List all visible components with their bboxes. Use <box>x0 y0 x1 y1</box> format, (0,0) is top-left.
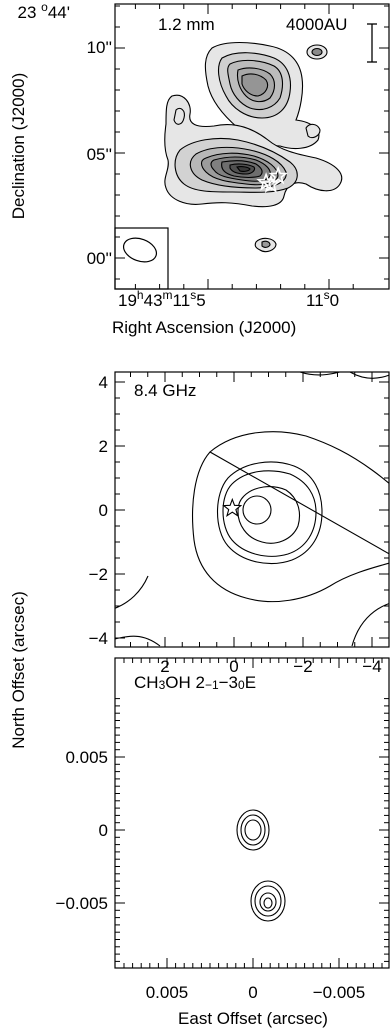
top-frame <box>114 3 390 290</box>
south-blob-inner <box>261 240 271 248</box>
bottom-ytick-labels: 0.005 0 −0.005 <box>56 748 108 913</box>
bottom-contours <box>236 809 286 922</box>
panel-top: 1.2 mm 4000AU 23 o44' 10'' 05'' 00'' 19h… <box>9 0 390 337</box>
south-clump-core <box>236 166 251 172</box>
bottom-ticks <box>115 658 389 968</box>
mid-contour-outer <box>192 431 389 603</box>
mid-contour-lowerleft <box>115 575 161 647</box>
mid-ytick-1: 2 <box>99 437 108 456</box>
mid-contour-c3 <box>222 470 317 557</box>
source-star-3 <box>268 165 288 185</box>
mid-ytick-2: 0 <box>99 501 108 520</box>
mid-contour-core <box>242 495 272 525</box>
shared-ylabel: North Offset (arcsec) <box>9 591 28 748</box>
scale-bar-label: 4000AU <box>286 15 347 34</box>
mid-contour-c4 <box>237 486 301 544</box>
mid-xtick-0: 2 <box>160 657 169 676</box>
sources <box>256 165 288 193</box>
mid-xtick-1: 0 <box>229 657 238 676</box>
mid-contour-c2 <box>217 461 323 565</box>
top-ytick-1: 10'' <box>87 38 112 57</box>
north-east-source <box>306 44 328 60</box>
middle-frame <box>114 371 390 648</box>
top-ytick-3: 00'' <box>87 249 112 268</box>
bot-xtick-2: −0.005 <box>313 983 365 1002</box>
middle-title: 8.4 GHz <box>134 381 196 400</box>
source-star-2 <box>261 174 281 193</box>
mid-ytick-3: −2 <box>89 565 108 584</box>
bot-ytick-1: 0 <box>99 821 108 840</box>
north-east-patch <box>305 123 321 139</box>
top-xtick-0: 19h43m11s5 <box>118 288 206 310</box>
middle-ticks <box>115 372 389 647</box>
middle-ytick-labels: 4 2 0 −2 −4 <box>89 373 108 648</box>
mid-xtick-3: −4 <box>362 657 381 676</box>
top-title: 1.2 mm <box>158 15 215 34</box>
maser-south <box>250 880 286 922</box>
mid-ytick-0: 4 <box>99 373 108 392</box>
beam-ellipse <box>122 237 158 263</box>
west-lobe <box>173 107 185 125</box>
bottom-xlabel: East Offset (arcsec) <box>178 1009 328 1028</box>
north-clump-c5 <box>241 73 269 97</box>
bot-xtick-0: 0.005 <box>146 983 189 1002</box>
middle-contours <box>115 372 389 647</box>
bot-ytick-2: −0.005 <box>56 894 108 913</box>
bot-ytick-0: 0.005 <box>65 748 108 767</box>
top-ylabel: Declination (J2000) <box>9 73 28 219</box>
bottom-title: CH3OH 2−1−30E <box>134 673 256 692</box>
maser-north <box>236 809 270 851</box>
mid-ytick-4: −4 <box>89 629 108 648</box>
panel-middle: 8.4 GHz 4 2 0 −2 −4 2 0 −2 −4 <box>89 371 390 676</box>
mid-xtick-2: −2 <box>293 657 312 676</box>
top-ytick-0: 23 o44' <box>18 0 71 22</box>
top-minor-ticks <box>115 4 389 289</box>
mid-contour-lowerright <box>351 603 389 647</box>
bottom-frame <box>114 657 390 969</box>
bot-xtick-1: 0 <box>248 983 257 1002</box>
top-xlabel: Right Ascension (J2000) <box>112 318 296 337</box>
mid-contour-topright <box>299 372 389 379</box>
beam-box <box>114 227 169 290</box>
middle-xtick-labels: 2 0 −2 −4 <box>160 657 381 676</box>
top-contours <box>164 41 343 253</box>
star-marker <box>222 497 243 517</box>
top-xtick-1: 11s0 <box>306 288 339 310</box>
bottom-xtick-labels: 0.005 0 −0.005 <box>146 983 366 1002</box>
top-ytick-2: 05'' <box>87 145 112 164</box>
